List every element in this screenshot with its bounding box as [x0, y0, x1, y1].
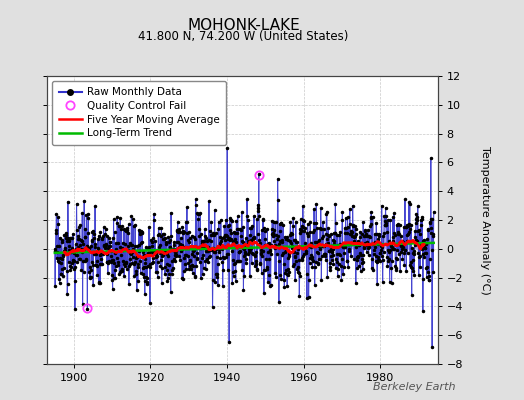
Text: 41.800 N, 74.200 W (United States): 41.800 N, 74.200 W (United States) [138, 30, 349, 43]
Text: MOHONK-LAKE: MOHONK-LAKE [187, 18, 300, 33]
Legend: Raw Monthly Data, Quality Control Fail, Five Year Moving Average, Long-Term Tren: Raw Monthly Data, Quality Control Fail, … [52, 81, 226, 145]
Y-axis label: Temperature Anomaly (°C): Temperature Anomaly (°C) [480, 146, 490, 294]
Text: Berkeley Earth: Berkeley Earth [374, 382, 456, 392]
